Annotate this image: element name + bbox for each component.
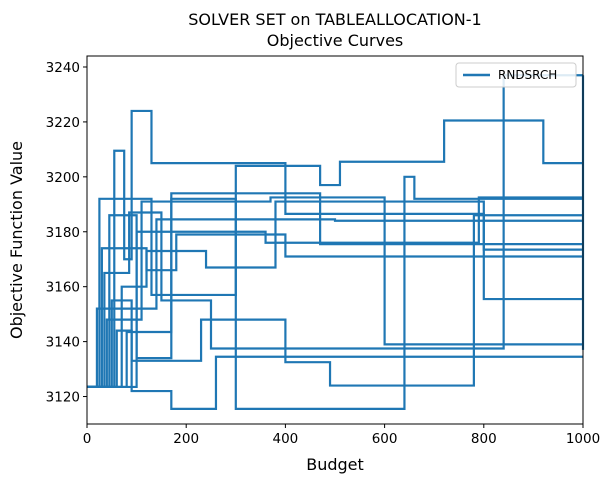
y-axis-label: Objective Function Value xyxy=(7,141,26,339)
x-axis-label: Budget xyxy=(306,455,364,474)
series-line-11 xyxy=(87,233,583,389)
series-line-5 xyxy=(87,109,583,389)
y-tick-label: 3160 xyxy=(46,280,80,296)
y-tick-label: 3200 xyxy=(46,170,80,186)
y-tick-label: 3220 xyxy=(46,115,80,131)
y-tick-label: 3120 xyxy=(46,390,80,406)
series-line-7 xyxy=(87,200,583,389)
chart-title: SOLVER SET on TABLEALLOCATION-1 xyxy=(188,10,481,29)
series-line-6 xyxy=(87,329,583,410)
legend-label-rndsrch: RNDSRCH xyxy=(498,68,557,82)
series-line-9 xyxy=(87,196,583,389)
legend-box xyxy=(455,62,577,88)
y-tick-label: 3240 xyxy=(46,60,80,76)
chart-subtitle: Objective Curves xyxy=(267,31,404,50)
series-line-8 xyxy=(87,175,583,410)
y-axis: 3120 3140 3160 3180 3200 3220 3240 xyxy=(46,60,87,406)
x-tick-label: 0 xyxy=(83,431,92,447)
x-tick-label: 400 xyxy=(273,431,299,447)
x-tick-label: 800 xyxy=(471,431,497,447)
plot-frame xyxy=(86,55,584,425)
x-tick-label: 200 xyxy=(173,431,199,447)
y-tick-label: 3140 xyxy=(46,335,80,351)
y-tick-label: 3180 xyxy=(46,225,80,241)
series-line-12 xyxy=(87,218,583,389)
legend: RNDSRCH xyxy=(455,62,577,88)
series-line-10 xyxy=(87,196,583,389)
x-tick-label: 1000 xyxy=(566,431,600,447)
series-layer xyxy=(87,74,585,410)
series-line-2 xyxy=(87,74,583,389)
x-axis: 0 200 400 600 800 1000 xyxy=(83,424,600,447)
series-line-1 xyxy=(87,119,583,389)
x-tick-label: 600 xyxy=(372,431,398,447)
